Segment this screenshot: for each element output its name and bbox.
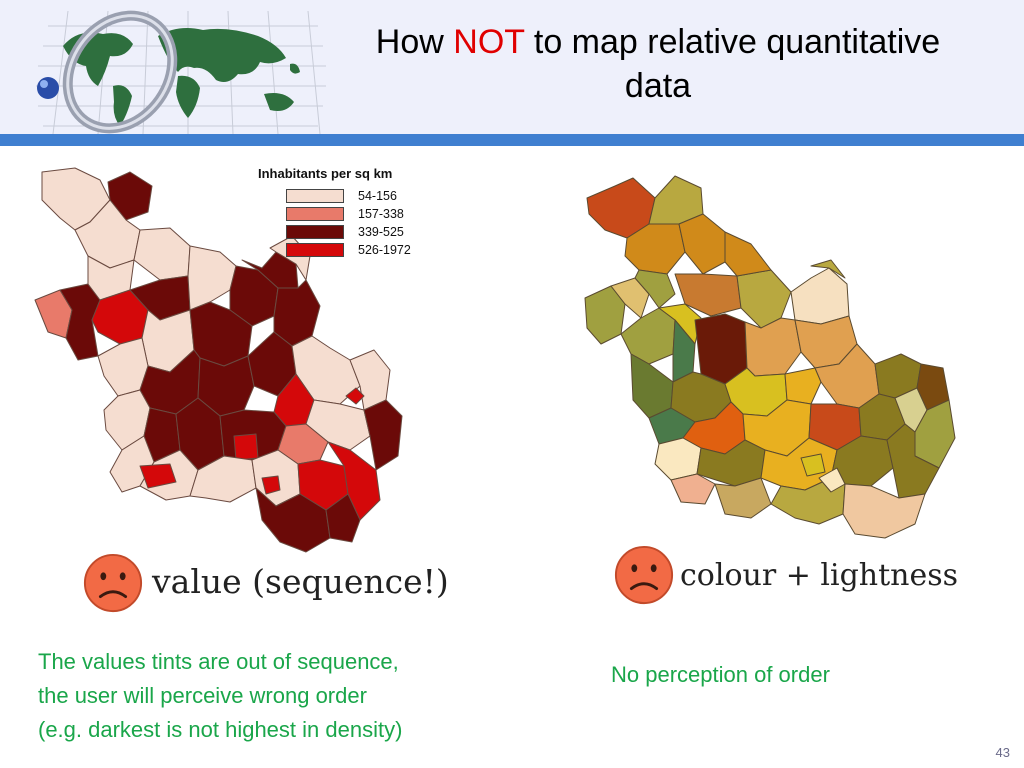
- legend-swatch: [286, 225, 344, 239]
- region: [261, 475, 281, 495]
- region: [784, 367, 822, 405]
- region: [886, 423, 940, 499]
- right-note: No perception of order: [611, 662, 830, 687]
- sad-face-icon: [614, 545, 674, 605]
- region: [133, 227, 191, 281]
- region: [744, 317, 802, 377]
- region: [345, 387, 365, 405]
- sad-face-icon: [83, 553, 143, 613]
- legend-item: 339-525: [258, 223, 418, 241]
- region: [800, 453, 826, 477]
- region: [678, 213, 726, 275]
- region: [189, 455, 257, 503]
- region: [610, 277, 650, 319]
- left-note: The values tints are out of sequence, th…: [38, 645, 558, 747]
- title-accent: NOT: [453, 23, 525, 61]
- density-map-right: [584, 175, 956, 539]
- region: [714, 477, 772, 519]
- density-legend: Inhabitants per sq km 54-156 157-338 339…: [258, 166, 418, 259]
- region: [241, 251, 299, 289]
- region: [790, 267, 850, 325]
- left-map-caption: value (sequence!): [152, 562, 449, 601]
- legend-label: 157-338: [358, 207, 404, 221]
- title-line2: data: [624, 67, 692, 105]
- legend-swatch: [286, 243, 344, 257]
- left-note-line: the user will perceive wrong order: [38, 683, 367, 708]
- page-number: 43: [995, 745, 1010, 760]
- region: [273, 279, 321, 347]
- region: [620, 307, 676, 365]
- region: [624, 223, 686, 275]
- left-note-line: (e.g. darkest is not highest in density): [38, 717, 403, 742]
- region: [327, 441, 381, 521]
- title-rest: to map relative quantitative: [533, 23, 941, 61]
- legend-item: 54-156: [258, 187, 418, 205]
- title-prefix: How: [375, 23, 444, 61]
- legend-swatch: [286, 207, 344, 221]
- region: [842, 483, 926, 539]
- legend-label: 54-156: [358, 189, 397, 203]
- legend-title: Inhabitants per sq km: [258, 166, 393, 181]
- legend-label: 339-525: [358, 225, 404, 239]
- slide-title: How NOT to map relative quantitative dat…: [318, 20, 998, 108]
- legend-swatch: [286, 189, 344, 203]
- density-map-left: [34, 167, 403, 553]
- region: [139, 463, 177, 489]
- region: [233, 433, 259, 461]
- legend-item: 157-338: [258, 205, 418, 223]
- region: [670, 473, 716, 505]
- region: [648, 175, 704, 225]
- region: [187, 245, 237, 311]
- region: [630, 353, 674, 419]
- header-divider: [0, 134, 1024, 146]
- legend-label: 526-1972: [358, 243, 411, 257]
- left-note-line: The values tints are out of sequence,: [38, 649, 399, 674]
- globe-logo-icon: [36, 10, 326, 134]
- legend-item: 526-1972: [258, 241, 418, 259]
- region: [724, 231, 772, 277]
- region: [654, 437, 702, 481]
- right-map-caption: colour + lightness: [680, 558, 959, 593]
- region: [325, 493, 361, 543]
- region: [363, 399, 403, 471]
- region: [810, 259, 846, 279]
